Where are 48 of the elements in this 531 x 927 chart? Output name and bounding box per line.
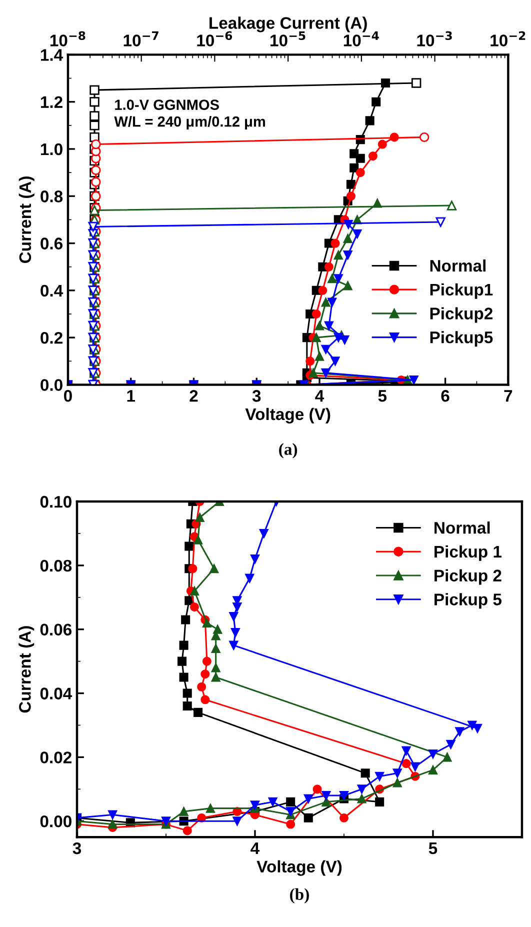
x-tick-label: 3 xyxy=(252,390,261,402)
y-tick-label: 0.6 xyxy=(40,238,63,250)
legend-label: Pickup1 xyxy=(430,283,493,299)
legend-label: Normal xyxy=(430,259,486,272)
y-tick-label: 0.0 xyxy=(40,379,62,391)
x-tick-label: 3 xyxy=(72,842,82,854)
x2-axis-title: Leakage Current (A) xyxy=(210,16,367,32)
legend-label: Normal xyxy=(434,522,490,534)
y-tick-label: 1.2 xyxy=(40,96,62,108)
text: (a) xyxy=(279,443,298,458)
y-tick-label: 0.10 xyxy=(40,496,72,508)
x2-tick-label: 10$^{−6}$ xyxy=(197,31,232,46)
x-tick-label: 4 xyxy=(315,390,324,402)
x-axis-title: Voltage (V) xyxy=(256,860,342,876)
y-axis-title: Current (A) xyxy=(18,176,34,263)
legend-label: Pickup5 xyxy=(430,331,493,347)
y-tick-label: 0.2 xyxy=(40,332,62,344)
y-tick-label: 0.04 xyxy=(40,688,72,700)
y-tick-label: 0.8 xyxy=(40,190,63,202)
x2-tick-label: 10$^{−2}$ xyxy=(490,31,526,46)
x2-tick-label: 10$^{−8}$ xyxy=(50,31,86,46)
x-tick-label: 4 xyxy=(250,842,260,854)
x-axis-title: Voltage (V) xyxy=(245,408,330,424)
y-tick-label: 0.02 xyxy=(40,752,72,764)
y-axis-title: Current (A) xyxy=(18,626,34,713)
x2-tick-label: 10$^{−3}$ xyxy=(417,31,452,46)
x-tick-label: 6 xyxy=(441,390,450,402)
x-tick-label: 5 xyxy=(428,842,438,854)
text: (b) xyxy=(290,888,309,904)
y-tick-label: 1.4 xyxy=(40,49,64,61)
legend-label: Pickup 2 xyxy=(434,569,502,585)
legend-label: Pickup 1 xyxy=(434,545,502,561)
x-tick-label: 5 xyxy=(378,390,387,402)
annotation: 1.0-V GGNMOS W/L = 240 μm/0.12 μm xyxy=(114,100,266,130)
x-tick-label: 0 xyxy=(64,390,72,402)
x2-tick-label: 10$^{−7}$ xyxy=(124,31,158,46)
x-tick-label: 2 xyxy=(190,390,198,402)
x2-tick-label: 10$^{−5}$ xyxy=(270,31,306,46)
y-tick-label: 0.08 xyxy=(40,560,72,572)
y-tick-label: 0.00 xyxy=(40,816,72,828)
x-tick-label: 7 xyxy=(504,390,512,402)
x-tick-label: 1 xyxy=(127,390,136,402)
legend-label: Pickup 5 xyxy=(434,593,502,609)
y-tick-label: 0.06 xyxy=(40,624,72,636)
y-tick-label: 1.0 xyxy=(40,143,62,156)
x2-tick-label: 10$^{−4}$ xyxy=(344,31,379,46)
legend-label: Pickup2 xyxy=(430,307,493,323)
y-tick-label: 0.4 xyxy=(40,284,64,297)
